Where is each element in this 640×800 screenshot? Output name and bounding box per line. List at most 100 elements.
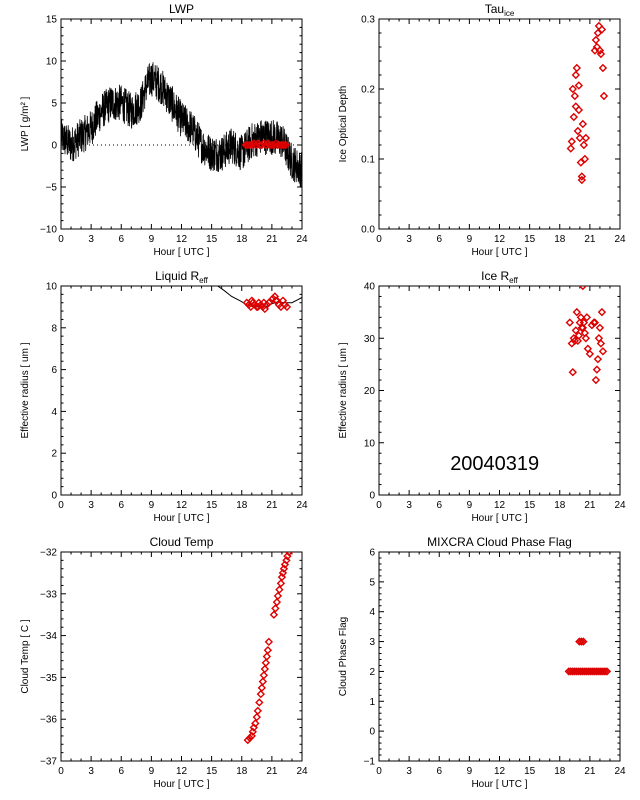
x-tick-label: 18 (236, 766, 248, 777)
data-point (568, 368, 577, 377)
y-tick-label: 6 (369, 548, 375, 559)
data-point (570, 336, 580, 346)
data-point (576, 313, 586, 322)
x-tick-label: 21 (266, 500, 278, 511)
x-tick-label: 9 (149, 234, 155, 245)
x-tick-label: 3 (406, 500, 412, 511)
x-tick-label: 9 (467, 500, 473, 511)
data-point (565, 318, 574, 327)
data-point (597, 307, 607, 317)
data-point (593, 28, 603, 38)
plot-frame (378, 551, 621, 762)
data-point (574, 81, 584, 90)
y-tick-label: −33 (40, 589, 57, 600)
y-axis-label: Ice Optical Depth (338, 86, 349, 163)
x-tick-label: 12 (176, 234, 188, 245)
y-tick-label: 6 (51, 365, 57, 376)
data-line (61, 62, 302, 188)
data-point (256, 689, 266, 699)
x-tick-label: 0 (376, 234, 382, 245)
data-point (263, 646, 273, 655)
fit-line (217, 286, 302, 308)
y-tick-label: −10 (40, 225, 57, 236)
data-point (592, 365, 602, 374)
data-point (594, 21, 604, 31)
x-tick-label: 15 (206, 766, 218, 777)
y-tick-label: 10 (46, 282, 58, 293)
data-point (596, 339, 606, 348)
data-point (272, 597, 282, 607)
y-tick-label: 15 (46, 15, 58, 26)
x-tick-label: 12 (494, 500, 506, 511)
y-axis-label: Cloud Temp [ C ] (20, 619, 31, 694)
plot-frame (60, 551, 303, 762)
x-axis-label: Hour [ UTC ] (153, 247, 209, 258)
y-tick-label: 4 (369, 607, 375, 618)
data-point (596, 49, 606, 59)
y-tick-label: −35 (40, 673, 57, 684)
data-point (568, 84, 577, 94)
data-point (591, 375, 601, 385)
data-point (585, 349, 595, 359)
data-point (566, 144, 575, 153)
y-tick-label: −32 (40, 548, 57, 559)
data-point (571, 102, 581, 111)
data-point (276, 579, 286, 588)
y-tick-label: 4 (51, 407, 57, 418)
y-tick-label: −5 (46, 183, 58, 194)
data-point (570, 91, 580, 101)
data-point (260, 664, 270, 674)
y-tick-label: −36 (40, 715, 57, 726)
y-tick-label: 10 (364, 438, 376, 449)
data-point (251, 719, 260, 728)
x-tick-label: 15 (206, 500, 218, 511)
panel-title: MIXCRA Cloud Phase Flag (427, 535, 572, 549)
data-point (284, 552, 294, 557)
panel-title: LWP (169, 2, 194, 16)
panel-ice-reff: Ice Reff 0 3 6 9 12 15 18 21 24 0 10 20 30 40 Hour [ UT… (338, 269, 626, 524)
date-annotation: 20040319 (450, 453, 539, 475)
panel-title: Liquid Reff (155, 269, 209, 285)
x-tick-label: 24 (614, 766, 626, 777)
data-point (264, 637, 274, 647)
y-axis-label: Cloud Phase Flag (338, 617, 349, 697)
data-point (245, 733, 254, 743)
x-tick-label: 12 (176, 766, 188, 777)
x-tick-label: 24 (614, 234, 626, 245)
data-point (259, 671, 269, 680)
y-tick-label: −37 (40, 757, 57, 768)
data-point (262, 300, 272, 309)
data-point (574, 105, 584, 115)
data-point (598, 63, 608, 73)
data-point (595, 46, 605, 55)
plot-area (566, 21, 609, 185)
x-tick-label: 6 (436, 234, 442, 245)
y-tick-label: 0 (51, 491, 57, 502)
x-tick-label: 12 (494, 766, 506, 777)
x-tick-label: 12 (176, 500, 188, 511)
data-point (243, 735, 252, 745)
x-tick-label: 6 (436, 500, 442, 511)
x-axis-label: Hour [ UTC ] (471, 779, 527, 790)
data-point (578, 286, 588, 291)
data-point (572, 307, 582, 317)
data-point (261, 658, 271, 667)
x-tick-label: 24 (296, 234, 308, 245)
x-tick-label: 0 (58, 234, 64, 245)
y-axis-label: LWP [ g/m² ] (20, 96, 31, 151)
x-tick-label: 24 (614, 500, 626, 511)
x-tick-label: 0 (58, 766, 64, 777)
y-tick-label: −34 (40, 631, 57, 642)
data-point (602, 667, 612, 676)
x-tick-label: 18 (554, 234, 566, 245)
y-tick-label: 5 (51, 99, 57, 110)
y-tick-label: 0.0 (361, 225, 375, 236)
x-tick-label: 6 (436, 766, 442, 777)
y-tick-label: 0 (369, 727, 375, 738)
data-point (577, 637, 586, 646)
data-point (258, 677, 268, 686)
panel-lwp: LWP 0 3 6 9 12 15 18 21 24 −10 −5 0 5 10 15 Hour [ UTC ]… (20, 2, 308, 258)
plot-area (61, 62, 302, 188)
